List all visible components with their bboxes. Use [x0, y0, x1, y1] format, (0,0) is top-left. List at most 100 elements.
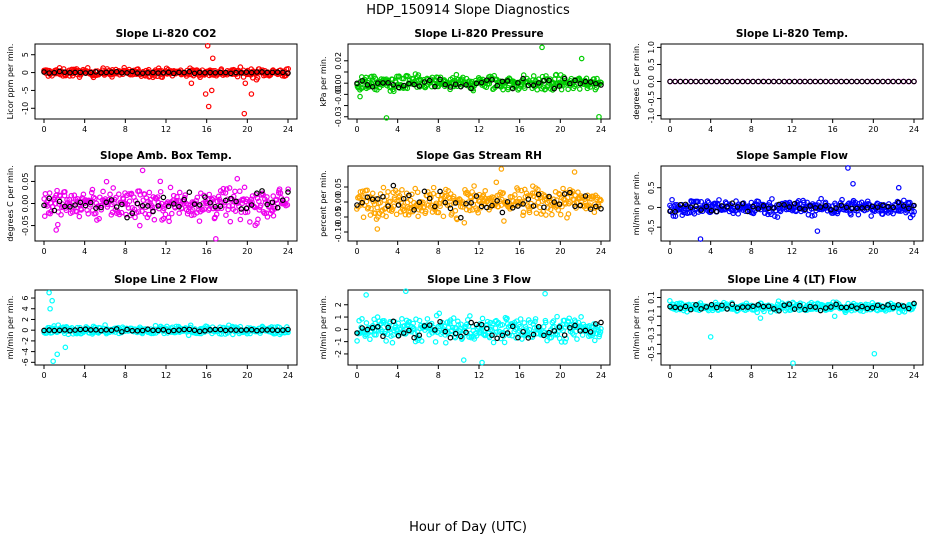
outlier-point — [202, 91, 209, 97]
mean-point — [468, 85, 475, 92]
data-point — [910, 212, 916, 218]
mean-point — [406, 327, 412, 334]
mean-point — [426, 195, 433, 202]
data-point — [435, 209, 442, 216]
data-point — [523, 190, 530, 196]
mean-point — [238, 70, 245, 76]
mean-point — [703, 304, 710, 310]
mean-point — [186, 326, 193, 333]
y-tick-label: 0 — [21, 70, 30, 75]
data-point — [532, 316, 539, 322]
data-point — [482, 187, 489, 194]
x-tick-label: 16 — [202, 125, 212, 134]
y-tick-label: 0.05 — [21, 173, 30, 191]
mean-point — [447, 205, 454, 212]
mean-point — [285, 189, 291, 195]
mean-point — [587, 206, 594, 212]
data-point — [544, 337, 550, 344]
data-point — [832, 202, 839, 208]
mean-point — [416, 332, 423, 339]
y-tick-label: 0.00 — [21, 195, 30, 213]
data-point — [377, 199, 383, 206]
data-point — [100, 188, 106, 195]
mean-point — [802, 306, 808, 313]
x-tick-label: 4 — [708, 371, 713, 380]
x-tick-label: 24 — [909, 371, 919, 380]
mean-point — [129, 327, 136, 334]
mean-point — [750, 203, 756, 210]
x-tick-label: 8 — [749, 247, 754, 256]
data-point — [493, 179, 500, 186]
data-point — [176, 210, 183, 217]
y-tick-label: 0 — [21, 328, 30, 333]
x-tick-label: 12 — [787, 247, 797, 256]
y-tick-label: 2 — [21, 317, 30, 322]
data-point — [560, 185, 566, 192]
data-point — [264, 194, 270, 200]
mean-point — [452, 81, 459, 88]
mean-point — [254, 69, 260, 75]
data-point — [359, 316, 365, 322]
x-tick-label: 4 — [82, 247, 87, 256]
x-tick-label: 12 — [161, 371, 171, 380]
mean-point — [593, 203, 599, 210]
data-point — [716, 197, 722, 203]
mean-point — [567, 80, 573, 87]
mean-point — [72, 69, 78, 76]
data-point — [473, 332, 480, 339]
mean-point — [134, 70, 141, 76]
x-tick-label: 24 — [596, 247, 606, 256]
mean-point — [248, 202, 255, 208]
mean-point — [129, 210, 136, 217]
data-point — [393, 211, 400, 218]
mean-point — [499, 78, 506, 85]
mean-point — [535, 323, 542, 330]
data-point — [254, 195, 261, 202]
mean-point — [771, 306, 777, 312]
outlier-point — [208, 87, 215, 94]
mean-point — [432, 83, 438, 90]
mean-point — [859, 205, 865, 211]
mean-point — [843, 304, 850, 311]
panel-2: Slope Li-820 Pressure 0 4 8 12 16 20 24 -0.03-0.… — [319, 28, 611, 134]
outlier-point — [539, 44, 545, 51]
data-point — [412, 185, 419, 192]
data-point — [139, 208, 145, 215]
mean-point — [577, 80, 584, 87]
mean-point — [567, 189, 573, 196]
data-point — [597, 329, 604, 335]
data-point — [154, 194, 161, 200]
x-tick-label: 16 — [202, 371, 212, 380]
mean-point — [745, 208, 751, 215]
mean-point — [207, 69, 213, 76]
data-point — [591, 76, 597, 82]
data-point — [241, 184, 248, 191]
data-point — [524, 193, 531, 199]
data-point — [285, 329, 291, 336]
data-point — [771, 213, 778, 220]
mean-point — [551, 85, 558, 92]
data-point — [422, 208, 429, 215]
mean-point — [103, 69, 110, 76]
mean-point — [724, 203, 730, 210]
x-tick-label: 8 — [123, 247, 128, 256]
mean-point — [587, 329, 594, 335]
mean-point — [155, 70, 162, 76]
data-point — [574, 336, 580, 342]
mean-point — [98, 69, 104, 76]
mean-point — [541, 204, 547, 211]
mean-point — [359, 77, 365, 84]
mean-point — [207, 327, 213, 333]
data-point — [284, 202, 291, 208]
mean-point — [911, 300, 917, 307]
data-point — [146, 211, 152, 218]
mean-point — [447, 84, 454, 90]
data-point — [87, 201, 94, 208]
mean-point — [682, 78, 689, 85]
data-point — [543, 73, 549, 79]
mean-point — [833, 205, 839, 212]
mean-point — [864, 204, 871, 211]
mean-point — [259, 188, 265, 194]
